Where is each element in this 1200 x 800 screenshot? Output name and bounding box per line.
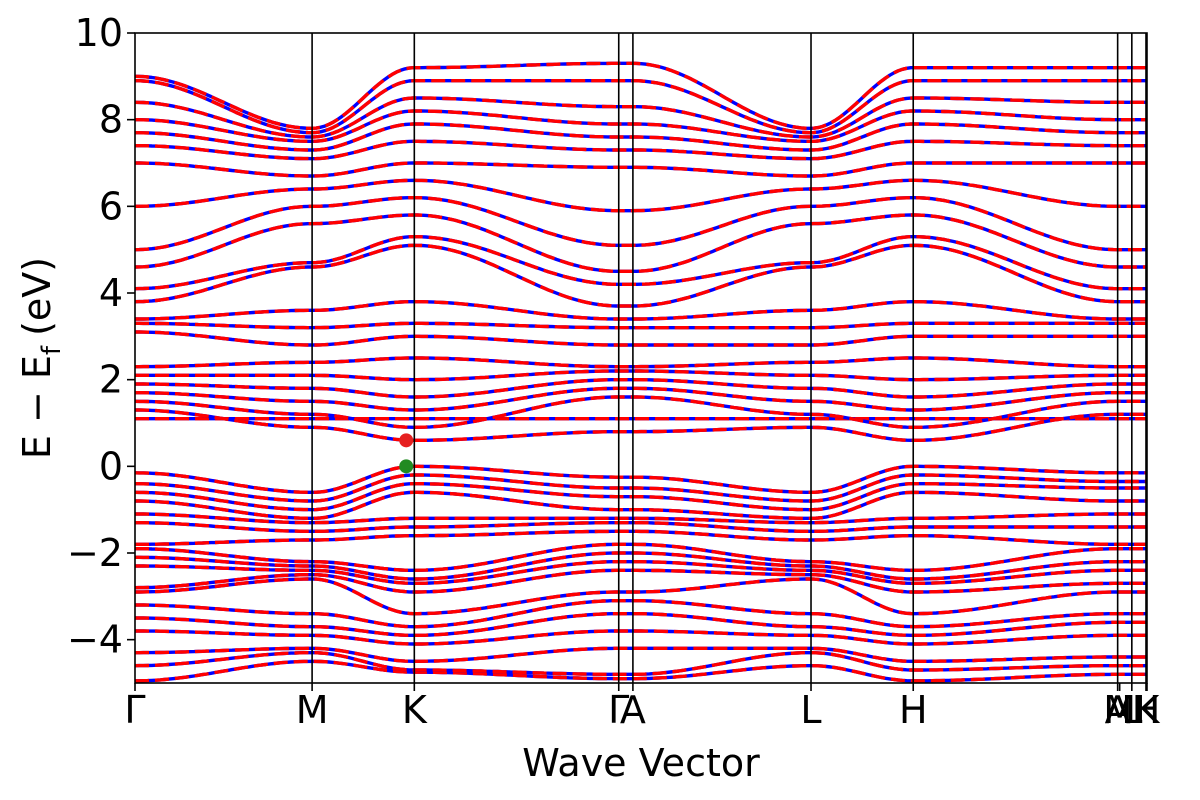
- y-axis-title-sub: f: [37, 345, 67, 355]
- plot-frame: [134, 32, 1148, 684]
- x-tick-label: A: [620, 688, 646, 732]
- band-line: [135, 300, 1147, 321]
- vbm-marker: [399, 459, 414, 474]
- y-tick-label: −2: [67, 531, 123, 575]
- band-line: [135, 651, 1147, 676]
- band-line: [135, 659, 1147, 683]
- band-line: [135, 408, 1147, 442]
- band-line: [135, 243, 1147, 308]
- band-line: [135, 551, 1147, 581]
- x-tick-label: Γ: [608, 688, 629, 732]
- band-line: [135, 395, 1147, 429]
- band-line: [135, 378, 1147, 399]
- band-line: [135, 599, 1147, 629]
- x-tick-label: L: [800, 688, 821, 732]
- band-edge-markers: [399, 433, 414, 474]
- band-line: [135, 464, 1147, 494]
- x-tick-label: M: [296, 688, 329, 732]
- band-line: [135, 521, 1147, 533]
- x-tick-label: H: [899, 688, 928, 732]
- y-axis-title-main: E − E: [15, 355, 59, 459]
- band-line: [135, 529, 1147, 546]
- band-line: [135, 560, 1147, 585]
- band-line: [135, 109, 1147, 143]
- band-line: [135, 213, 1147, 273]
- bands-layer: [135, 61, 1147, 683]
- band-line: [135, 629, 1147, 646]
- band-line: [135, 178, 1147, 213]
- x-tick-label: Γ: [124, 688, 145, 732]
- y-tick-label: 10: [75, 11, 123, 55]
- band-line: [135, 321, 1147, 330]
- band-line: [135, 386, 1147, 412]
- band-line: [135, 512, 1147, 525]
- y-axis-title: E − Ef (eV): [15, 257, 67, 459]
- band-line: [135, 369, 1147, 382]
- x-tick-label: H: [1132, 688, 1161, 732]
- y-tick-label: 6: [99, 184, 123, 228]
- band-line: [135, 79, 1147, 135]
- y-tick-label: 8: [99, 98, 123, 142]
- band-line: [135, 356, 1147, 369]
- band-line: [135, 482, 1147, 512]
- band-line: [135, 96, 1147, 139]
- y-tick-label: 4: [99, 271, 123, 315]
- band-line: [135, 542, 1147, 572]
- band-line: [135, 196, 1147, 252]
- band-line: [135, 61, 1147, 130]
- x-tick-label: M: [1103, 688, 1136, 732]
- band-line: [135, 568, 1147, 594]
- x-tick-label: K: [402, 688, 428, 732]
- band-line: [135, 646, 1147, 663]
- band-line: [135, 577, 1147, 616]
- band-line: [135, 612, 1147, 637]
- x-axis-title: Wave Vector: [522, 741, 760, 785]
- cbm-marker: [399, 433, 414, 448]
- x-tick-label: K: [1135, 688, 1161, 732]
- y-tick-label: 2: [99, 358, 123, 402]
- band-line: [135, 161, 1147, 178]
- band-line: [135, 235, 1147, 291]
- band-line: [135, 122, 1147, 152]
- band-line: [135, 490, 1147, 520]
- band-line: [135, 330, 1147, 347]
- x-tick-label: A: [1105, 688, 1131, 732]
- y-tick-label: 0: [99, 444, 123, 488]
- y-axis-title-unit: (eV): [15, 257, 59, 336]
- x-tick-label: L: [1121, 688, 1142, 732]
- y-axis-ticks: 10 8 6 4 2 0 −2 −4: [67, 11, 135, 662]
- kpoint-lines-layer: [311, 33, 1147, 683]
- band-line: [135, 473, 1147, 503]
- y-tick-label: −4: [67, 618, 123, 662]
- band-line: [135, 139, 1147, 161]
